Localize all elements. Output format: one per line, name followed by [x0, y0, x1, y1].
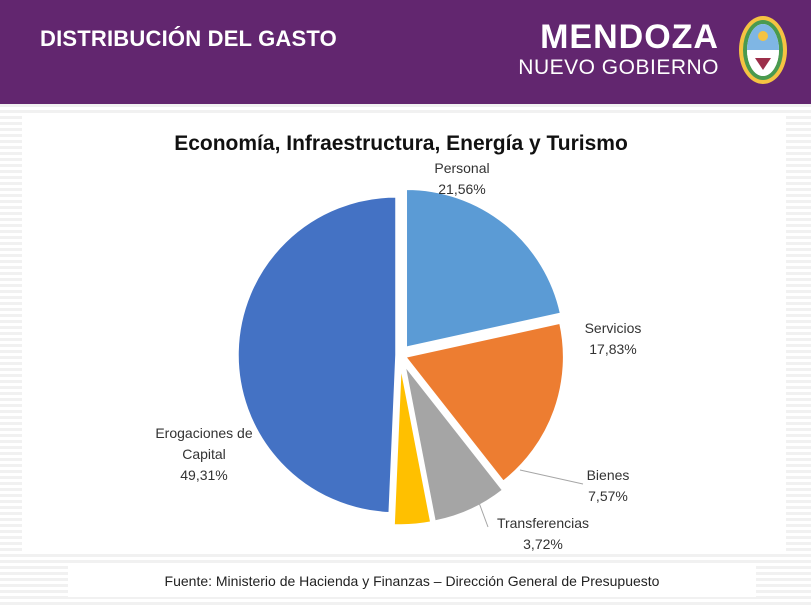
- footer-box: Fuente: Ministerio de Hacienda y Finanza…: [68, 565, 756, 597]
- data-label-bienes: Bienes 7,57%: [587, 467, 630, 504]
- pie-slice-personal: [405, 188, 562, 349]
- leader-line-bienes: [519, 469, 584, 485]
- brand: MENDOZA NUEVO GOBIERNO: [518, 18, 719, 80]
- pie-slice-bienes: [404, 365, 504, 522]
- header-title: DISTRIBUCIÓN DEL GASTO: [40, 26, 337, 51]
- pie-slice-erogaciones-de-capital: [237, 196, 397, 514]
- leader-line-transferencias: [477, 499, 489, 528]
- chart-title: Economía, Infraestructura, Energía y Tur…: [174, 132, 628, 155]
- data-label-personal: Personal 21,56%: [434, 160, 489, 197]
- brand-subtitle: NUEVO GOBIERNO: [518, 56, 719, 79]
- brand-name: MENDOZA: [540, 18, 719, 56]
- coat-of-arms-icon: [739, 16, 787, 84]
- data-label-servicios: Servicios 17,83%: [585, 320, 642, 357]
- data-label-erogaciones-de-capital: Erogaciones de Capital 49,31%: [155, 425, 253, 483]
- header-bar: DISTRIBUCIÓN DEL GASTO MENDOZA NUEVO GOB…: [0, 0, 811, 104]
- source-note: Fuente: Ministerio de Hacienda y Finanza…: [164, 573, 660, 589]
- pie-slice-transferencias: [393, 366, 432, 526]
- pie-slice-servicios: [404, 322, 565, 483]
- data-label-transferencias: Transferencias 3,72%: [497, 515, 589, 552]
